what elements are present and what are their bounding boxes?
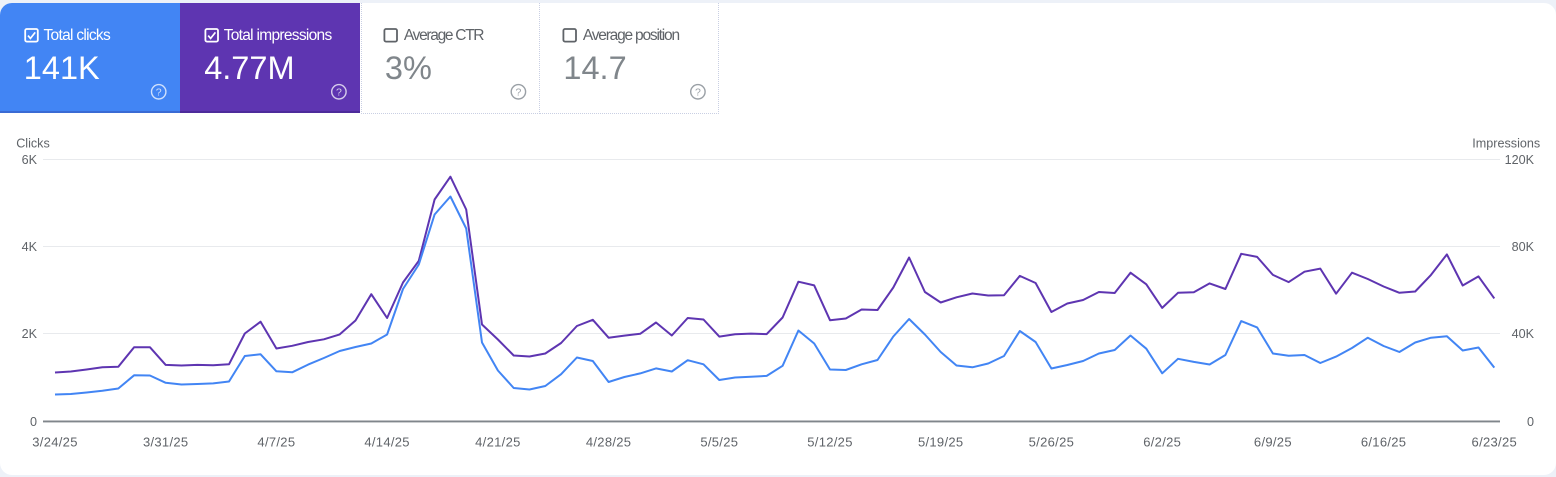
svg-text:Average CTR: Average CTR	[404, 27, 484, 44]
svg-text:4/14/25: 4/14/25	[364, 435, 409, 450]
svg-text:Average position: Average position	[583, 27, 680, 44]
svg-text:6K: 6K	[22, 153, 38, 167]
svg-text:?: ?	[515, 86, 521, 98]
svg-text:0: 0	[30, 415, 37, 429]
svg-text:Total clicks: Total clicks	[44, 27, 111, 44]
svg-text:2K: 2K	[22, 327, 38, 341]
svg-text:5/26/25: 5/26/25	[1029, 435, 1074, 450]
svg-text:0: 0	[1527, 415, 1534, 429]
svg-text:4/21/25: 4/21/25	[475, 435, 520, 450]
svg-text:6/16/25: 6/16/25	[1361, 435, 1406, 450]
svg-text:6/9/25: 6/9/25	[1254, 435, 1292, 450]
svg-text:141K: 141K	[24, 50, 100, 86]
svg-text:?: ?	[156, 86, 162, 98]
svg-text:3%: 3%	[385, 50, 432, 86]
svg-text:6/2/25: 6/2/25	[1143, 435, 1181, 450]
svg-text:6/23/25: 6/23/25	[1472, 435, 1517, 450]
svg-text:5/12/25: 5/12/25	[807, 435, 852, 450]
svg-text:40K: 40K	[1512, 327, 1535, 341]
svg-text:14.7: 14.7	[563, 50, 626, 86]
svg-text:5/19/25: 5/19/25	[918, 435, 963, 450]
svg-text:Total impressions: Total impressions	[224, 27, 333, 44]
svg-text:?: ?	[336, 86, 342, 98]
svg-text:Clicks: Clicks	[16, 136, 50, 150]
svg-text:5/5/25: 5/5/25	[700, 435, 738, 450]
svg-text:80K: 80K	[1512, 240, 1535, 254]
svg-text:Impressions: Impressions	[1472, 137, 1540, 151]
svg-text:4/28/25: 4/28/25	[586, 435, 631, 450]
svg-text:4/7/25: 4/7/25	[257, 435, 295, 450]
svg-text:?: ?	[695, 86, 701, 98]
svg-text:4.77M: 4.77M	[204, 50, 294, 86]
svg-text:3/31/25: 3/31/25	[143, 435, 188, 450]
svg-text:120K: 120K	[1505, 153, 1535, 167]
svg-text:3/24/25: 3/24/25	[32, 435, 77, 450]
svg-text:4K: 4K	[22, 240, 38, 254]
